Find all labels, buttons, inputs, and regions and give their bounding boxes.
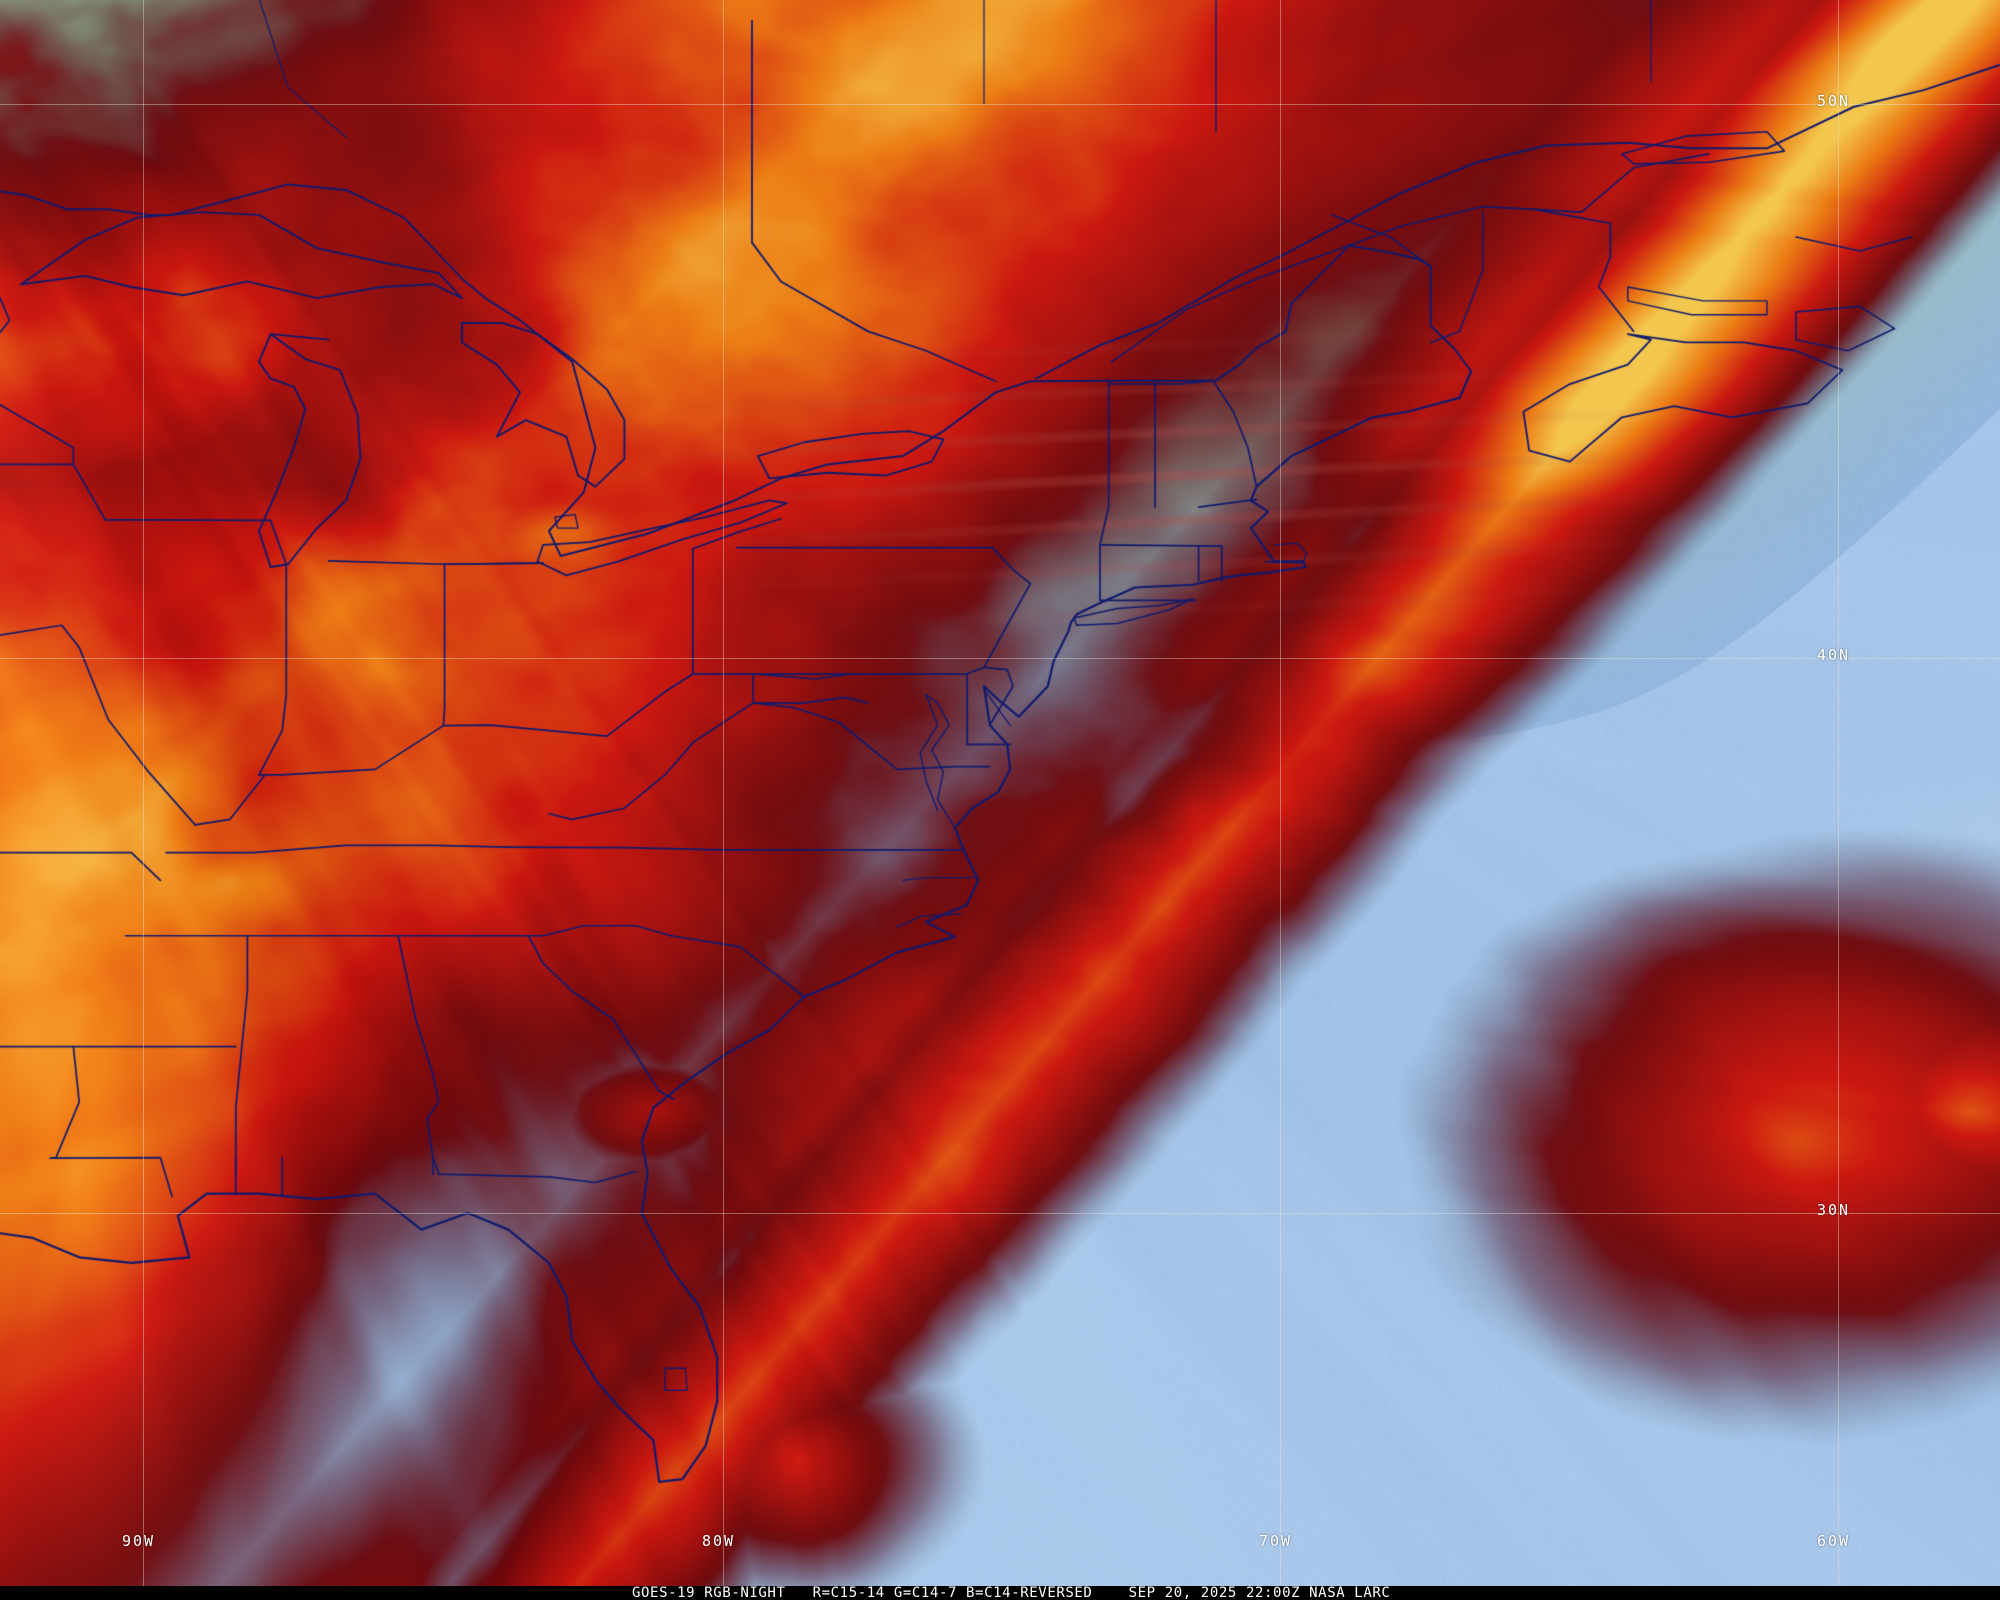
lat-label-30n: 30N	[1817, 1201, 1851, 1219]
product-caption: GOES-19 RGB-NIGHT R=C15-14 G=C14-7 B=C14…	[632, 1586, 1391, 1600]
caption-bar: GOES-19 RGB-NIGHT R=C15-14 G=C14-7 B=C14…	[0, 1586, 2000, 1600]
lon-label-70w: 70W	[1259, 1532, 1293, 1550]
lon-label-90w: 90W	[122, 1532, 156, 1550]
lon-label-60w: 60W	[1817, 1532, 1851, 1550]
lon-label-80w: 80W	[702, 1532, 736, 1550]
lat-label-40n: 40N	[1817, 646, 1851, 664]
lat-label-50n: 50N	[1817, 92, 1851, 110]
